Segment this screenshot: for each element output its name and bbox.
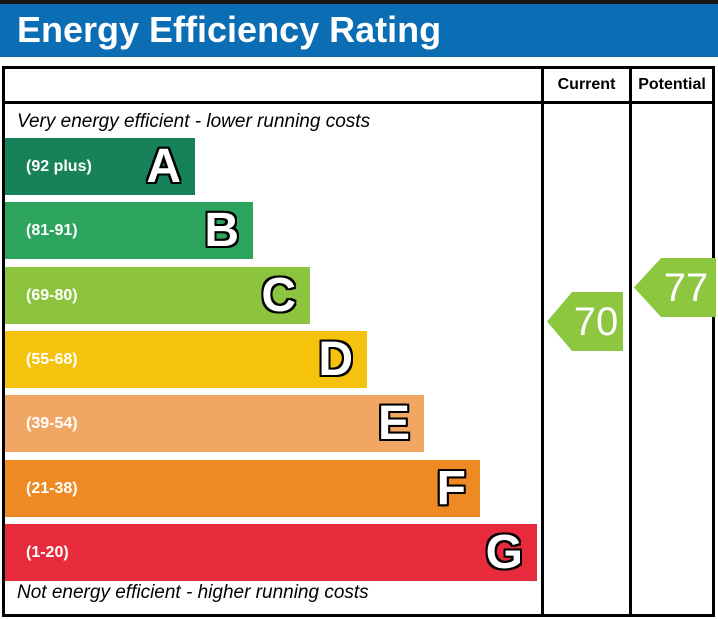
band-b-range: (81-91) — [26, 221, 78, 239]
band-g: (1-20) G — [5, 524, 537, 581]
current-column-header: Current — [557, 76, 616, 93]
band-e-range: (39-54) — [26, 414, 78, 432]
band-b-letter: B — [204, 203, 239, 257]
current-rating-value: 70 — [573, 299, 619, 344]
band-c-letter: C — [261, 268, 296, 322]
potential-rating-value: 77 — [663, 265, 709, 310]
band-d-letter: D — [318, 332, 353, 386]
band-d: (55-68) D — [5, 331, 367, 388]
title-bar: Energy Efficiency Rating — [0, 0, 718, 57]
band-a: (92 plus) A — [5, 138, 195, 195]
band-a-range: (92 plus) — [26, 157, 92, 175]
potential-column-divider — [629, 69, 632, 614]
band-c-range: (69-80) — [26, 286, 78, 304]
top-note: Very energy efficient - lower running co… — [17, 111, 371, 132]
page-title: Energy Efficiency Rating — [17, 9, 442, 50]
current-column-divider — [541, 69, 544, 614]
band-g-letter: G — [485, 525, 523, 579]
bottom-note: Not energy efficient - higher running co… — [17, 582, 369, 603]
potential-rating-arrow: 77 — [634, 258, 716, 317]
band-d-range: (55-68) — [26, 350, 78, 368]
band-c: (69-80) C — [5, 267, 310, 324]
band-f: (21-38) F — [5, 460, 480, 517]
potential-column-header: Potential — [638, 76, 706, 93]
band-f-letter: F — [436, 461, 466, 515]
band-f-range: (21-38) — [26, 479, 78, 497]
rating-table: Current Potential Very energy efficient … — [2, 66, 716, 617]
band-e: (39-54) E — [5, 395, 424, 452]
band-g-range: (1-20) — [26, 543, 69, 561]
band-a-letter: A — [146, 139, 181, 193]
band-e-letter: E — [377, 396, 410, 450]
band-b: (81-91) B — [5, 202, 253, 259]
current-rating-arrow: 70 — [547, 292, 623, 351]
header-divider-line — [5, 101, 712, 104]
